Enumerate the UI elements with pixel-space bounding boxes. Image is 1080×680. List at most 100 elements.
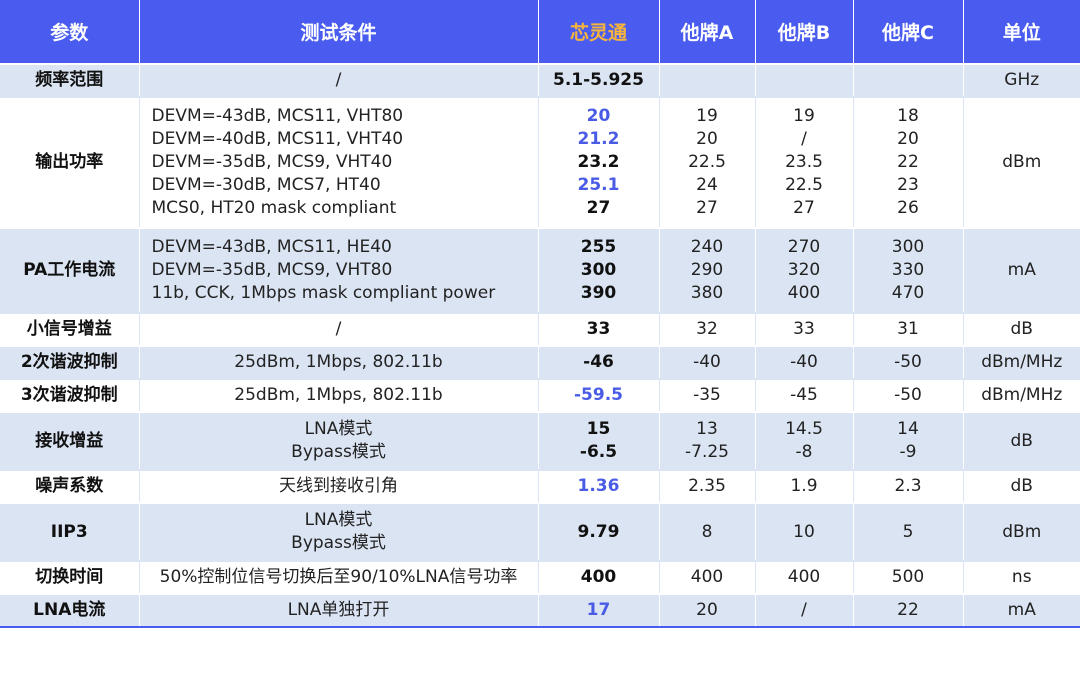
condition-line: MCS0, HT20 mask compliant <box>151 198 397 218</box>
condition-line: LNA单独打开 <box>287 600 390 620</box>
ours-value-cell: 33 <box>538 312 660 346</box>
brand-c-value-line: -50 <box>894 352 922 372</box>
brand-b-value-line: 23.5 <box>785 152 823 172</box>
condition-line: 11b, CCK, 1Mbps mask compliant power <box>151 283 496 303</box>
condition-line: DEVM=-30dB, MCS7, HT40 <box>151 175 381 195</box>
spec-comparison-table: 参数 测试条件 芯灵通 他牌A 他牌B 他牌C 单位 频率范围 / 5.1-5.92… <box>0 0 1080 628</box>
param-cell: PA工作电流 <box>0 227 140 313</box>
ours-value-cell: 9.79 <box>538 502 660 561</box>
brand-a-value-line: 27 <box>696 198 718 218</box>
unit-cell: mA <box>963 593 1080 628</box>
header-ours: 芯灵通 <box>538 0 660 64</box>
brand-c-value-cell: 18 20 22 23 26 <box>853 96 964 228</box>
brand-c-value-line: -50 <box>894 385 922 405</box>
brand-c-value-line: -9 <box>899 442 917 462</box>
param-cell: 接收增益 <box>0 411 140 470</box>
table-row: 切换时间 50%控制位信号切换后至90/10%LNA信号功率 400 400 400 50… <box>0 560 1080 594</box>
brand-a-value-cell: -35 <box>659 378 756 412</box>
brand-b-value-line: 19 <box>793 106 815 126</box>
brand-b-value-line: / <box>801 600 807 620</box>
brand-c-value-cell: 31 <box>853 312 964 346</box>
brand-b-value-line: 22.5 <box>785 175 823 195</box>
unit-cell: dBm <box>963 96 1080 228</box>
condition-line: DEVM=-40dB, MCS11, VHT40 <box>151 129 404 149</box>
brand-a-value-line: 380 <box>690 283 724 303</box>
condition-cell: 25dBm, 1Mbps, 802.11b <box>139 345 539 379</box>
param-cell: 3次谐波抑制 <box>0 378 140 412</box>
brand-b-value-line: -8 <box>795 442 813 462</box>
brand-b-value-cell: 1.9 <box>755 469 854 503</box>
brand-a-value-cell: 19 20 22.5 24 27 <box>659 96 756 228</box>
unit-cell: ns <box>963 560 1080 594</box>
brand-c-value-line: 300 <box>891 237 925 257</box>
brand-c-value-line: 5 <box>902 521 914 542</box>
ours-value: 390 <box>580 283 617 303</box>
unit-cell: dB <box>963 469 1080 503</box>
ours-value: -46 <box>583 352 614 372</box>
header-row: 参数 测试条件 芯灵通 他牌A 他牌B 他牌C 单位 <box>0 0 1080 64</box>
brand-c-value-line: 23 <box>897 175 919 195</box>
brand-b-value-line: -40 <box>790 352 818 372</box>
ours-value: 255 <box>580 237 617 257</box>
condition-line: 天线到接收引角 <box>279 476 398 496</box>
condition-cell: 天线到接收引角 <box>139 469 539 503</box>
brand-a-value-line: 290 <box>690 260 724 280</box>
param-cell: 频率范围 <box>0 63 140 97</box>
ours-value: 20 <box>586 106 611 126</box>
condition-line: DEVM=-43dB, MCS11, VHT80 <box>151 106 404 126</box>
brand-b-value-line: 400 <box>787 283 821 303</box>
unit-cell: dBm <box>963 502 1080 561</box>
brand-b-value-cell: -40 <box>755 345 854 379</box>
brand-a-value-line: 8 <box>701 521 713 542</box>
brand-a-value-cell: 400 <box>659 560 756 594</box>
brand-a-value-cell: 32 <box>659 312 756 346</box>
table-row: IIP3 LNA模式 Bypass模式 9.79 8 10 5 dBm <box>0 502 1080 561</box>
param-cell: 噪声系数 <box>0 469 140 503</box>
brand-a-value-line: 22.5 <box>688 152 726 172</box>
brand-c-value-line: 22 <box>897 600 919 620</box>
brand-c-value-line: 330 <box>891 260 925 280</box>
condition-cell: 25dBm, 1Mbps, 802.11b <box>139 378 539 412</box>
brand-b-value-line: 14.5 <box>785 419 823 439</box>
brand-a-value-cell: 8 <box>659 502 756 561</box>
brand-c-value-line: 22 <box>897 152 919 172</box>
condition-line: / <box>335 319 342 339</box>
table-row: PA工作电流 DEVM=-43dB, MCS11, HE40 DEVM=-35dB,… <box>0 227 1080 313</box>
param-cell: LNA电流 <box>0 593 140 628</box>
condition-cell: LNA单独打开 <box>139 593 539 628</box>
condition-cell: LNA模式 Bypass模式 <box>139 502 539 561</box>
unit-cell: dBm/MHz <box>963 345 1080 379</box>
condition-line: 25dBm, 1Mbps, 802.11b <box>234 352 443 372</box>
brand-a-value-line: 20 <box>696 600 718 620</box>
ours-value: 5.1-5.925 <box>553 70 644 90</box>
condition-line: 50%控制位信号切换后至90/10%LNA信号功率 <box>159 567 518 587</box>
condition-line: Bypass模式 <box>291 533 386 553</box>
brand-b-value-line: 27 <box>793 198 815 218</box>
ours-value: 300 <box>580 260 617 280</box>
condition-line: 25dBm, 1Mbps, 802.11b <box>234 385 443 405</box>
brand-b-value-cell: -45 <box>755 378 854 412</box>
brand-c-value-cell: 2.3 <box>853 469 964 503</box>
header-brand-a: 他牌A <box>659 0 756 64</box>
header-param: 参数 <box>0 0 140 64</box>
condition-line: LNA模式 <box>304 510 373 530</box>
ours-value-cell: 255 300 390 <box>538 227 660 313</box>
ours-value-cell: 17 <box>538 593 660 628</box>
table-row: 频率范围 / 5.1-5.925 GHz <box>0 63 1080 97</box>
header-unit: 单位 <box>963 0 1080 64</box>
brand-c-value-line: 500 <box>891 567 925 587</box>
brand-c-value-cell: 500 <box>853 560 964 594</box>
ours-value-cell: 400 <box>538 560 660 594</box>
brand-a-value-line: 2.35 <box>688 476 726 496</box>
header-condition: 测试条件 <box>139 0 539 64</box>
ours-value-cell: -46 <box>538 345 660 379</box>
ours-value: 23.2 <box>577 152 620 172</box>
brand-b-value-line: 33 <box>793 319 815 339</box>
brand-c-value-cell: -50 <box>853 378 964 412</box>
table-row: 接收增益 LNA模式 Bypass模式 15 -6.5 13 -7.25 14.5 -8 14 -9… <box>0 411 1080 470</box>
param-cell: 切换时间 <box>0 560 140 594</box>
comparison-table-container: 参数 测试条件 芯灵通 他牌A 他牌B 他牌C 单位 频率范围 / 5.1-5.92… <box>0 0 1080 628</box>
brand-a-value-line: 400 <box>690 567 724 587</box>
brand-b-value-line: 320 <box>787 260 821 280</box>
param-cell: 小信号增益 <box>0 312 140 346</box>
